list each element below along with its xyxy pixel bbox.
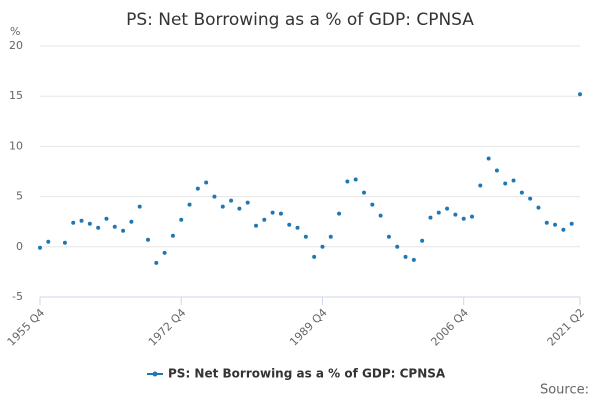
data-point xyxy=(370,202,375,207)
data-point xyxy=(578,92,582,97)
data-point xyxy=(146,237,150,242)
data-point xyxy=(104,216,109,221)
data-point xyxy=(71,220,76,225)
data-point xyxy=(229,198,234,203)
y-tick-label: -5 xyxy=(12,290,23,303)
data-point xyxy=(187,202,192,207)
data-point xyxy=(403,254,408,259)
data-point xyxy=(436,210,441,215)
y-axis-label: % xyxy=(10,25,20,38)
data-point xyxy=(553,222,558,227)
data-point xyxy=(445,206,450,211)
data-point xyxy=(378,213,383,218)
data-point xyxy=(179,217,184,222)
source: Source: xyxy=(540,383,589,398)
data-point xyxy=(137,204,142,209)
data-point xyxy=(528,196,533,201)
data-point xyxy=(87,221,92,226)
data-point xyxy=(544,220,549,225)
data-point xyxy=(353,177,358,182)
y-tick-label: 0 xyxy=(16,240,23,253)
data-point xyxy=(395,244,400,249)
data-point xyxy=(470,214,474,219)
data-point xyxy=(212,194,217,199)
data-point xyxy=(303,234,308,239)
data-point xyxy=(569,221,574,226)
data-point xyxy=(112,224,117,229)
data-point xyxy=(46,239,51,244)
data-point xyxy=(129,219,134,224)
data-point xyxy=(328,234,333,239)
data-point xyxy=(486,156,491,161)
x-tick-label: 2021 Q2 xyxy=(545,306,588,349)
data-point xyxy=(536,205,541,210)
data-point xyxy=(204,180,209,185)
data-point xyxy=(162,250,167,255)
data-point xyxy=(79,218,84,223)
legend-marker xyxy=(152,371,158,377)
data-point xyxy=(503,181,508,186)
data-point xyxy=(62,240,67,245)
y-tick-label: 15 xyxy=(9,89,23,102)
data-point xyxy=(519,190,524,195)
x-tick-label: 1972 Q4 xyxy=(146,306,189,349)
x-tick-label: 1955 Q4 xyxy=(5,306,48,349)
data-point xyxy=(170,233,175,238)
data-point xyxy=(411,257,416,262)
data-point xyxy=(312,254,317,259)
data-point xyxy=(262,217,267,222)
data-point xyxy=(461,216,466,221)
data-point xyxy=(420,238,425,243)
data-point xyxy=(386,234,391,239)
data-point xyxy=(345,179,350,184)
data-point xyxy=(237,206,242,211)
data-point xyxy=(561,227,566,232)
data-point xyxy=(38,245,42,250)
chart-title: PS: Net Borrowing as a % of GDP: CPNSA xyxy=(126,10,474,30)
x-tick-label: 2006 Q4 xyxy=(428,306,471,349)
data-point xyxy=(428,215,433,220)
data-point xyxy=(453,212,458,217)
y-tick-label: 10 xyxy=(9,139,23,152)
y-tick-label: 5 xyxy=(16,190,23,203)
data-point xyxy=(96,225,101,230)
data-point xyxy=(320,244,325,249)
data-point xyxy=(337,211,342,216)
data-point xyxy=(287,222,292,227)
x-tick-label: 1989 Q4 xyxy=(287,306,330,349)
legend-label: PS: Net Borrowing as a % of GDP: CPNSA xyxy=(168,367,446,381)
data-point xyxy=(121,228,126,233)
data-point xyxy=(154,260,159,265)
data-point xyxy=(220,204,225,209)
data-point xyxy=(295,225,300,230)
data-point xyxy=(494,168,499,173)
data-point xyxy=(270,210,275,215)
data-point xyxy=(195,186,200,191)
y-tick-label: 20 xyxy=(9,39,23,52)
data-point xyxy=(245,200,250,205)
data-point xyxy=(362,190,366,195)
data-point xyxy=(278,211,283,216)
data-point xyxy=(254,223,258,228)
data-point xyxy=(511,178,516,183)
data-point xyxy=(478,183,483,188)
